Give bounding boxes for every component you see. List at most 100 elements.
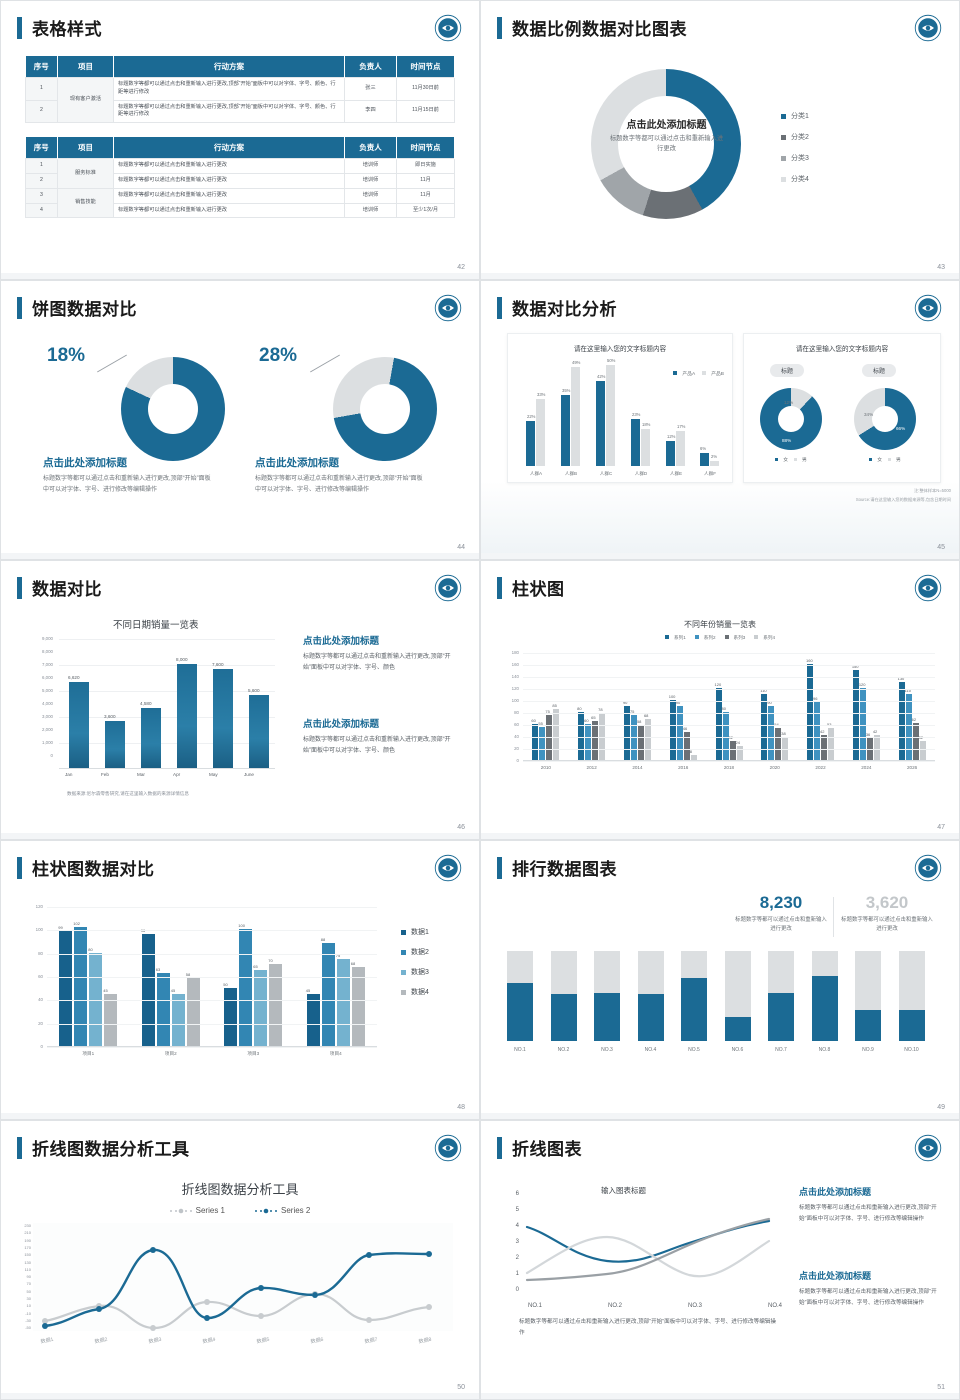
slide-data-comparison[interactable]: 数据对比 不同日期销量一览表 9,000 8,000 7,000 6,000 5… [0, 560, 480, 840]
legend-item[interactable]: Series 1 [169, 1206, 225, 1215]
legend-item[interactable]: 分类4 [781, 174, 809, 184]
bar[interactable] [905, 694, 912, 760]
bar[interactable] [177, 664, 197, 768]
ranking-bar[interactable] [724, 951, 751, 1041]
bar[interactable] [690, 755, 697, 760]
bar[interactable] [637, 725, 644, 760]
donut-chart-1[interactable] [760, 388, 822, 450]
bar[interactable] [599, 713, 606, 760]
bar[interactable] [859, 688, 866, 760]
bar[interactable] [89, 952, 103, 1046]
slide-line-chart[interactable]: 折线图表 输入图表标题 6 5 4 3 2 1 0 NO.1 NO.2 NO.3 NO.4 标题数… [480, 1120, 960, 1400]
bar[interactable] [592, 721, 599, 760]
bar[interactable] [269, 964, 283, 1046]
ranking-bar[interactable] [898, 951, 925, 1041]
donut-chart[interactable] [591, 69, 741, 219]
bar[interactable] [919, 740, 926, 760]
slide-pie-comparison[interactable]: 饼图数据对比 18% 点击此处添加标题 标题数字等都可以通过点击和重新输入进行更… [0, 280, 480, 560]
legend-item[interactable]: 产品B [702, 370, 724, 377]
bar[interactable] [336, 958, 350, 1046]
bar[interactable] [59, 930, 73, 1046]
bar[interactable] [807, 664, 814, 760]
legend-item[interactable]: 分类2 [781, 132, 809, 142]
bar[interactable] [578, 712, 585, 760]
bar[interactable] [213, 669, 233, 768]
legend-item[interactable]: 分类1 [781, 111, 809, 121]
bar[interactable] [898, 682, 905, 760]
ranking-bar[interactable] [550, 951, 577, 1041]
legend-item[interactable]: 产品A [673, 370, 695, 377]
legend-item[interactable]: 数据2 [401, 947, 429, 957]
bar[interactable] [141, 934, 155, 1046]
bar[interactable] [761, 694, 768, 760]
ranking-bar[interactable] [637, 951, 664, 1041]
table-row[interactable]: 1 服务标准 标题数字等都可以通过点击和重新输入进行更改 培训师 即日实施 [25, 158, 455, 189]
bar[interactable] [736, 745, 743, 760]
bar[interactable] [852, 670, 859, 760]
bar[interactable] [821, 734, 828, 760]
donut-chart-right[interactable] [333, 357, 437, 461]
ranking-bar[interactable] [507, 951, 533, 1041]
legend-item[interactable]: 男 [888, 456, 901, 463]
bar[interactable] [828, 728, 835, 760]
action-plan-table-2[interactable]: 序号 项目 行动方案 负责人 时间节点 1 服务标准 标题数字等都可以通过点击和… [25, 137, 455, 219]
bar[interactable] [141, 708, 161, 768]
table-row[interactable]: 2 标题数字等都可以通过点击和重新输入进行更改,顶部“开始”面板中可以对字体、字… [25, 99, 455, 124]
donut-chart-card[interactable]: 请在这里输入您的文字标题内容 标题 标题 12% 88% 女 男 34% 66%… [743, 333, 941, 483]
bar[interactable] [729, 740, 736, 760]
bar[interactable] [775, 727, 782, 760]
bar[interactable] [74, 927, 88, 1046]
slide-table-styles[interactable]: 表格样式 序号 项目 行动方案 负责人 时间节点 1 现有客户激活 标题数 [0, 0, 480, 280]
table-row[interactable]: 1 现有客户激活 标题数字等都可以通过点击和重新输入进行更改,顶部“开始”面板中… [25, 76, 455, 124]
donut-chart-2[interactable] [854, 388, 916, 450]
legend-item[interactable]: 数据3 [401, 967, 429, 977]
bar[interactable] [254, 970, 268, 1046]
table-row[interactable]: 3 销售技能 标题数字等都可以通过点击和重新输入进行更改 培训师 11月 [25, 187, 455, 219]
slide-column-chart[interactable]: 柱状图 不同年份销量一览表 系列1 系列2 系列3 系列4 60 55 75 85 80… [480, 560, 960, 840]
table-row[interactable]: 2 标题数字等都可以通过点击和重新输入进行更改 培训师 11月 [25, 172, 455, 189]
bar[interactable] [306, 993, 320, 1046]
bar[interactable] [644, 719, 651, 760]
legend-item[interactable]: 系列4 [754, 635, 775, 641]
line-plot[interactable] [523, 1195, 773, 1299]
bar[interactable] [782, 737, 789, 760]
slide-column-chart-comparison[interactable]: 柱状图数据对比 99102804596634558501006570458875… [0, 840, 480, 1120]
legend-item[interactable]: 数据4 [401, 987, 429, 997]
table-row[interactable]: 4 标题数字等都可以通过点击和重新输入进行更改 培训师 至少1次/月 [25, 202, 455, 219]
ranking-bar[interactable] [768, 951, 794, 1041]
legend-item[interactable]: 分类3 [781, 153, 809, 163]
bar[interactable] [814, 702, 821, 760]
action-plan-table-1[interactable]: 序号 项目 行动方案 负责人 时间节点 1 现有客户激活 标题数字等都可以通过点… [25, 56, 455, 124]
bar[interactable] [623, 706, 630, 760]
bar[interactable] [249, 695, 269, 768]
ranking-bar[interactable] [811, 951, 838, 1041]
slide-line-analysis-tool[interactable]: 折线图数据分析工具 折线图数据分析工具 Series 1 Series 2 23… [0, 1120, 480, 1400]
legend-item[interactable]: 男 [794, 456, 807, 463]
bar[interactable] [683, 732, 690, 760]
line-plot[interactable] [33, 1223, 453, 1331]
bar[interactable] [104, 993, 118, 1046]
ranking-bar[interactable] [681, 951, 707, 1041]
legend-item[interactable]: Series 2 [255, 1206, 310, 1215]
legend-item[interactable]: 女 [775, 456, 788, 463]
bar[interactable] [224, 987, 238, 1046]
legend-item[interactable]: 数据1 [401, 927, 429, 937]
bar[interactable] [321, 943, 335, 1046]
bar[interactable] [186, 978, 200, 1046]
slide-data-comparison-analysis[interactable]: 数据对比分析 请在这里输入您的文字标题内容 产品A 产品B 22% 33% 人群… [480, 280, 960, 560]
bar[interactable] [156, 972, 170, 1046]
legend-item[interactable]: 女 [869, 456, 882, 463]
slide-ranking-chart[interactable]: 排行数据图表 8,230 标题数字等都可以通过点击和重新输入进行更改 3,620… [480, 840, 960, 1120]
legend-item[interactable]: 系列2 [694, 635, 716, 641]
bar[interactable] [912, 722, 919, 760]
donut-chart-left[interactable] [121, 357, 225, 461]
bar-chart-card[interactable]: 请在这里输入您的文字标题内容 产品A 产品B 22% 33% 人群A 35% 4… [507, 333, 733, 483]
bar[interactable] [69, 682, 89, 768]
slide-proportion-donut[interactable]: 数据比例数据对比图表 点击此处添加标题 标题数字等都可以通过点击和重新输入进行更… [480, 0, 960, 280]
legend-item[interactable]: 系列3 [724, 635, 745, 641]
bar[interactable] [585, 724, 592, 760]
bar[interactable] [171, 993, 185, 1046]
legend-item[interactable]: 系列1 [665, 635, 686, 641]
bar[interactable] [722, 712, 729, 760]
bar[interactable] [873, 734, 880, 760]
